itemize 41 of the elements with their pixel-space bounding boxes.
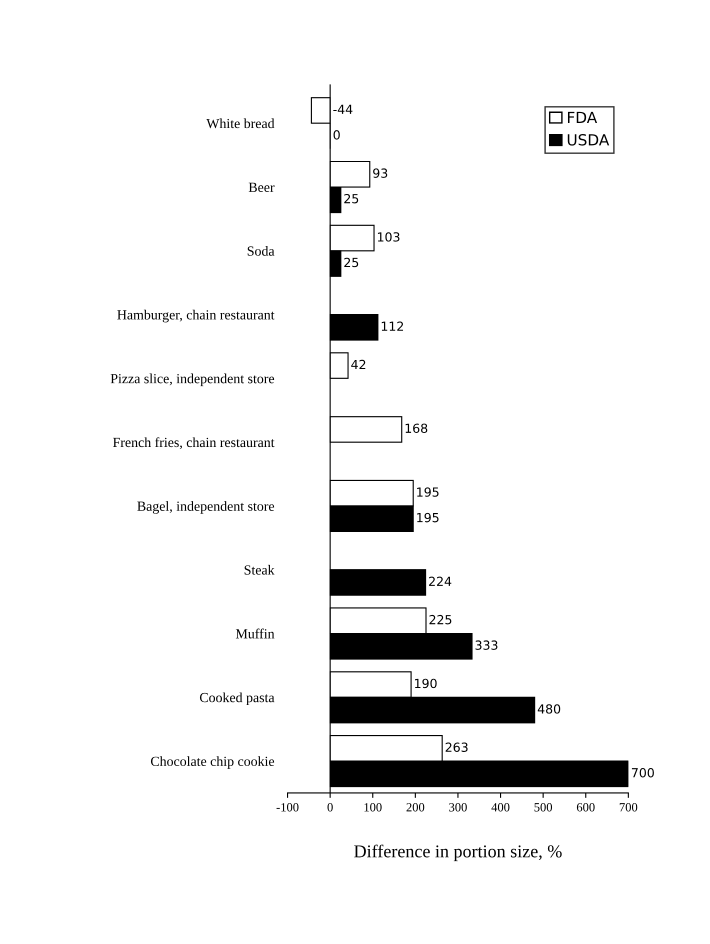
data-label: 103 — [378, 232, 400, 242]
data-label: 333 — [476, 640, 498, 650]
y-tick-label: Beer — [248, 182, 274, 192]
data-label: 195 — [417, 512, 439, 522]
x-tick-label: 0 — [328, 803, 333, 812]
data-label: 480 — [538, 704, 560, 714]
x-tick-label: 500 — [534, 803, 552, 812]
x-tick-label: 200 — [406, 803, 424, 812]
data-label: -44 — [333, 104, 352, 114]
data-label: 25 — [344, 258, 358, 268]
y-tick-label: French fries, chain restaurant — [113, 437, 274, 450]
x-axis-title: Difference in portion size, % — [354, 844, 562, 862]
data-label: 93 — [373, 168, 388, 178]
x-tick-label: 700 — [620, 803, 638, 812]
x-tick-label: 600 — [576, 803, 595, 812]
data-label: 263 — [446, 742, 468, 752]
y-tick-label: White bread — [206, 118, 274, 128]
data-label: 190 — [415, 678, 437, 688]
y-tick-label: Muffin — [236, 628, 274, 638]
x-tick-label: -100 — [276, 803, 299, 812]
data-label: 112 — [382, 322, 404, 331]
data-label: 224 — [429, 576, 452, 586]
data-label: 195 — [417, 487, 439, 497]
x-tick-label: 100 — [364, 803, 382, 812]
x-tick-label: 400 — [491, 803, 510, 812]
y-tick-label: Steak — [244, 564, 275, 575]
y-tick-label: Cooked pasta — [200, 692, 274, 706]
y-tick-label: Bagel, independent store — [137, 501, 274, 514]
y-tick-label: Soda — [248, 246, 274, 256]
data-label: 42 — [351, 360, 366, 370]
data-label: 700 — [632, 768, 654, 778]
legend-label: FDA — [568, 112, 598, 123]
data-label: 168 — [406, 424, 428, 434]
y-tick-label: Hamburger, chain restaurant — [117, 310, 274, 322]
x-tick-label: 300 — [449, 803, 467, 812]
data-label: 0 — [334, 130, 340, 140]
legend-label: USDA — [568, 134, 610, 146]
data-label: 225 — [429, 614, 452, 624]
y-tick-label: Chocolate chip cookie — [150, 756, 274, 769]
data-label: 25 — [344, 194, 358, 204]
y-tick-label: Pizza slice, independent store — [110, 374, 274, 386]
